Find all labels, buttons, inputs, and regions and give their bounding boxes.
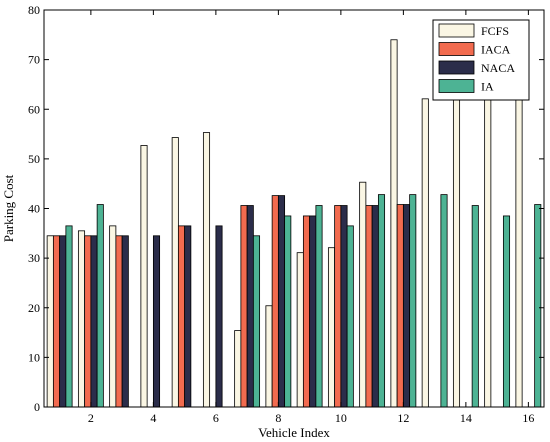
bar-iaca-vehicle-1 <box>52 235 61 408</box>
bar-fcfs-vehicle-9 <box>296 252 304 408</box>
legend-swatch-fcfs <box>438 23 475 38</box>
bar-iaca-vehicle-11 <box>365 205 373 408</box>
bar-fcfs-vehicle-8 <box>265 305 273 408</box>
legend-swatch-iaca <box>438 42 475 56</box>
bar-ia-vehicle-16 <box>534 204 542 408</box>
bar-fcfs-vehicle-5 <box>171 137 179 408</box>
bar-fcfs-vehicle-2 <box>77 230 86 408</box>
bar-ia-vehicle-2 <box>96 204 104 408</box>
bar-naca-vehicle-9 <box>309 215 317 408</box>
bar-iaca-vehicle-3 <box>115 235 123 408</box>
bar-fcfs-vehicle-1 <box>46 235 54 408</box>
y-axis-label: Parking Cost <box>1 174 16 242</box>
bar-ia-vehicle-14 <box>471 205 479 408</box>
bar-fcfs-vehicle-13 <box>421 98 429 408</box>
bar-naca-vehicle-7 <box>246 205 254 408</box>
bar-iaca-vehicle-9 <box>302 215 311 408</box>
legend-swatch-naca <box>438 60 475 75</box>
legend-label-iaca: IACA <box>481 43 511 57</box>
bar-fcfs-vehicle-7 <box>234 330 242 408</box>
bar-fcfs-vehicle-10 <box>327 247 336 408</box>
x-tick-label: 16 <box>522 411 534 425</box>
bar-naca-vehicle-12 <box>402 204 411 408</box>
bar-ia-vehicle-15 <box>502 215 511 408</box>
legend-label-ia: IA <box>481 80 494 94</box>
x-tick-label: 14 <box>460 411 472 425</box>
bar-iaca-vehicle-12 <box>396 204 404 408</box>
y-tick-label: 80 <box>28 3 40 17</box>
bar-fcfs-vehicle-16 <box>515 98 523 408</box>
y-tick-label: 20 <box>28 301 40 315</box>
bar-ia-vehicle-12 <box>409 194 417 408</box>
y-tick-label: 0 <box>34 400 40 414</box>
legend-label-naca: NACA <box>481 61 515 75</box>
y-tick-label: 10 <box>28 350 40 364</box>
bar-fcfs-vehicle-11 <box>359 181 367 408</box>
bar-iaca-vehicle-7 <box>240 205 248 408</box>
bar-fcfs-vehicle-3 <box>109 225 117 408</box>
y-tick-label: 30 <box>28 251 40 265</box>
y-tick-label: 60 <box>28 102 40 116</box>
bar-naca-vehicle-8 <box>277 195 286 408</box>
bar-ia-vehicle-9 <box>315 205 323 408</box>
bar-naca-vehicle-4 <box>152 235 161 408</box>
bar-fcfs-vehicle-15 <box>484 98 492 408</box>
legend-swatch-ia <box>438 79 475 93</box>
x-tick-label: 6 <box>213 411 219 425</box>
y-tick-label: 40 <box>28 202 40 216</box>
bar-fcfs-vehicle-14 <box>452 98 461 408</box>
y-tick-label: 70 <box>28 53 40 67</box>
bar-naca-vehicle-3 <box>121 235 129 408</box>
bar-naca-vehicle-11 <box>371 205 379 408</box>
ticks-layer: 0 10 20 30 40 50 60 70 80 2 4 6 8 10 12 14 16 <box>28 3 544 425</box>
bar-naca-vehicle-2 <box>90 235 98 408</box>
bar-ia-vehicle-10 <box>346 225 354 408</box>
x-tick-label: 10 <box>335 411 347 425</box>
bar-ia-vehicle-13 <box>440 194 448 408</box>
bar-iaca-vehicle-10 <box>334 205 342 408</box>
x-axis-label: Vehicle Index <box>258 425 330 440</box>
legend-label-fcfs: FCFS <box>481 24 509 38</box>
bar-fcfs-vehicle-4 <box>140 145 148 408</box>
bar-fcfs-vehicle-6 <box>202 132 211 408</box>
x-tick-label: 12 <box>397 411 409 425</box>
bar-iaca-vehicle-8 <box>271 195 279 408</box>
bar-naca-vehicle-1 <box>59 235 67 408</box>
bar-iaca-vehicle-5 <box>177 225 186 408</box>
x-tick-label: 4 <box>150 411 156 425</box>
bar-iaca-vehicle-2 <box>84 235 92 408</box>
bar-ia-vehicle-11 <box>377 194 386 408</box>
x-tick-label: 8 <box>275 411 281 425</box>
legend: FCFS IACA NACA IA <box>432 19 530 101</box>
bar-naca-vehicle-10 <box>340 205 348 408</box>
bar-naca-vehicle-6 <box>215 225 223 408</box>
bar-ia-vehicle-8 <box>284 215 292 408</box>
bar-fcfs-vehicle-12 <box>390 39 398 408</box>
bar-ia-vehicle-7 <box>252 235 261 408</box>
bar-naca-vehicle-5 <box>184 225 192 408</box>
x-tick-label: 2 <box>88 411 94 425</box>
y-tick-label: 50 <box>28 152 40 166</box>
bar-ia-vehicle-1 <box>65 225 73 408</box>
